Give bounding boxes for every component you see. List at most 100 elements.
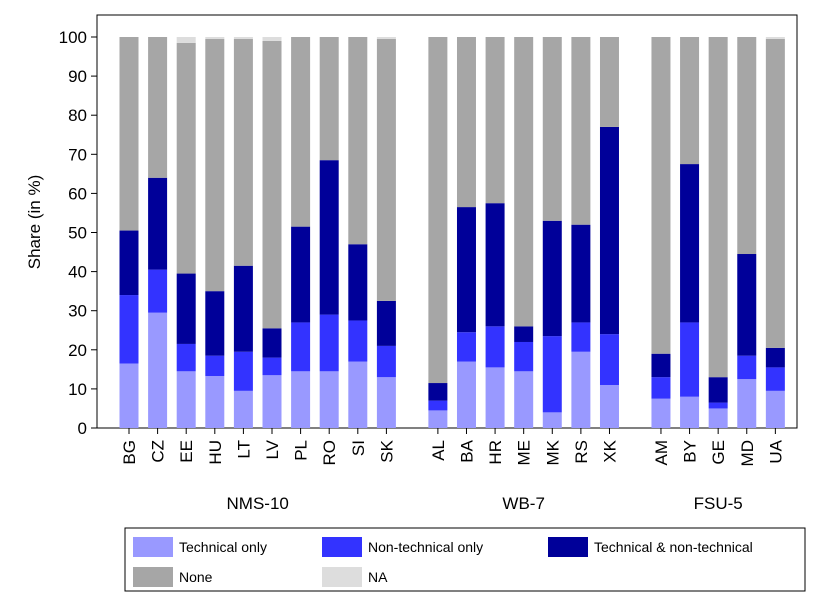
bar-segment <box>176 273 196 344</box>
bar-segment <box>319 314 339 372</box>
bar-segment <box>765 390 785 428</box>
bar-segment <box>428 400 448 411</box>
x-tick-label: ME <box>515 440 534 466</box>
bar-segment <box>542 37 562 221</box>
bar-segment <box>485 367 505 428</box>
bar-segment <box>599 384 619 428</box>
bar-segment <box>680 396 700 428</box>
bar-segment <box>599 334 619 385</box>
bar-segment <box>205 375 225 428</box>
bar-segment <box>119 37 139 231</box>
bar-segment <box>765 38 785 348</box>
bar-segment <box>737 379 757 428</box>
bar-segment <box>319 37 339 161</box>
bar-segment <box>291 322 311 372</box>
bar-segment <box>514 341 534 372</box>
bar-segment <box>428 410 448 428</box>
group-label: WB-7 <box>502 494 545 513</box>
bar-segment <box>119 230 139 296</box>
bar-segment <box>291 37 311 227</box>
bar-segment <box>205 355 225 376</box>
bar-segment <box>680 164 700 323</box>
bar-segment <box>205 37 225 39</box>
x-tick-label: RS <box>572 440 591 464</box>
legend-label: Technical & non-technical <box>594 539 753 555</box>
y-tick-label: 60 <box>68 184 87 203</box>
x-tick-label: GE <box>709 440 728 465</box>
bar-segment <box>176 42 196 274</box>
legend-label: Non-technical only <box>368 539 483 555</box>
x-tick-label: SI <box>349 440 368 456</box>
bar-segment <box>348 37 368 245</box>
bar-segment <box>571 37 591 225</box>
bar-segment <box>765 347 785 368</box>
x-tick-label: BG <box>120 440 139 465</box>
x-tick-label: MK <box>543 439 562 465</box>
bar-segment <box>428 383 448 401</box>
x-tick-label: HR <box>486 440 505 465</box>
x-tick-label: BY <box>681 440 700 463</box>
legend-swatch <box>133 537 173 557</box>
bar-segment <box>599 37 619 127</box>
y-tick-label: 90 <box>68 67 87 86</box>
bar-segment <box>485 37 505 204</box>
bar-segment <box>599 126 619 335</box>
x-tick-label: RO <box>320 440 339 466</box>
bar-segment <box>233 351 253 391</box>
x-tick-label: HU <box>206 440 225 465</box>
bar-segment <box>571 224 591 323</box>
bar-segment <box>542 336 562 413</box>
bar-segment <box>571 322 591 352</box>
x-tick-label: LV <box>263 439 282 459</box>
bar-segment <box>456 37 476 208</box>
group-label: FSU-5 <box>694 494 743 513</box>
bar-segment <box>262 40 282 329</box>
bar-segment <box>148 177 168 270</box>
bar-segment <box>262 328 282 358</box>
bar-segment <box>148 269 168 313</box>
x-tick-label: AL <box>429 440 448 461</box>
x-tick-label: PL <box>292 440 311 461</box>
bar-segment <box>651 37 671 354</box>
x-tick-label: LT <box>234 440 253 459</box>
bar-segment <box>708 408 728 428</box>
bar-segment <box>376 345 396 378</box>
x-tick-label: XK <box>600 439 619 462</box>
y-tick-label: 20 <box>68 341 87 360</box>
bar-segment <box>205 38 225 292</box>
bar-segment <box>376 300 396 346</box>
y-tick-label: 100 <box>59 28 87 47</box>
bar-segment <box>708 402 728 409</box>
x-tick-label: EE <box>177 440 196 463</box>
x-tick-label: UA <box>766 439 785 463</box>
legend-swatch <box>322 537 362 557</box>
legend-swatch <box>322 567 362 587</box>
y-tick-label: 0 <box>78 419 87 438</box>
bar-segment <box>428 37 448 384</box>
bar-segment <box>708 377 728 403</box>
y-tick-label: 40 <box>68 263 87 282</box>
bar-segment <box>376 37 396 39</box>
group-label: NMS-10 <box>227 494 289 513</box>
bar-segment <box>680 37 700 165</box>
bar-segment <box>571 351 591 428</box>
bar-segment <box>148 37 168 178</box>
bar-segment <box>456 207 476 333</box>
x-tick-label: BA <box>457 439 476 462</box>
bar-segment <box>119 295 139 364</box>
bar-segment <box>765 37 785 39</box>
bar-segment <box>514 37 534 327</box>
bar-segment <box>176 371 196 428</box>
legend-label: NA <box>368 569 388 585</box>
bar-segment <box>233 265 253 352</box>
bar-segment <box>205 291 225 356</box>
bar-segment <box>765 367 785 391</box>
bar-segment <box>651 398 671 428</box>
bar-segment <box>456 361 476 428</box>
bar-segment <box>514 326 534 342</box>
x-tick-label: SK <box>377 439 396 462</box>
bar-segment <box>119 363 139 428</box>
bar-segment <box>708 37 728 378</box>
